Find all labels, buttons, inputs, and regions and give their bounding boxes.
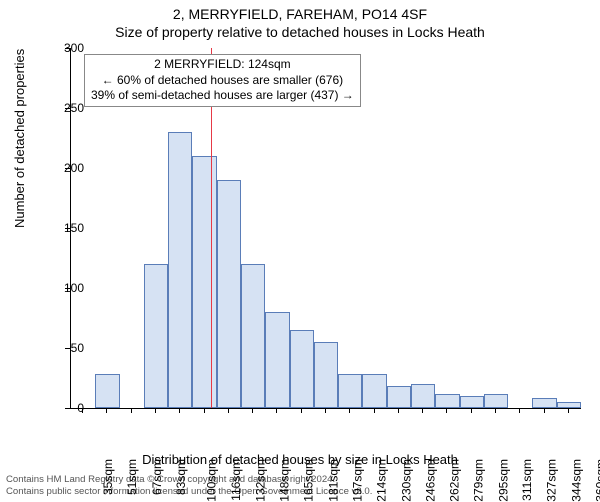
x-tick-label: 279sqm: [472, 459, 486, 502]
histogram-bar: [532, 398, 556, 408]
y-axis-label: Number of detached properties: [12, 49, 27, 228]
x-tick-label: 327sqm: [545, 459, 559, 502]
x-tick-mark: [228, 408, 229, 413]
title-address: 2, MERRYFIELD, FAREHAM, PO14 4SF: [0, 6, 600, 22]
y-tick-label: 50: [44, 341, 84, 355]
y-tick-mark: [65, 228, 70, 229]
x-tick-mark: [446, 408, 447, 413]
x-tick-label: 214sqm: [375, 459, 389, 502]
footer-line1: Contains HM Land Registry data © Crown c…: [6, 474, 372, 486]
histogram-bar: [411, 384, 435, 408]
histogram-bar: [557, 402, 581, 408]
histogram-bar: [95, 374, 119, 408]
y-tick-label: 0: [44, 401, 84, 415]
footer-line2: Contains public sector information licen…: [6, 486, 372, 498]
x-tick-mark: [374, 408, 375, 413]
x-tick-label: 116sqm: [228, 459, 242, 501]
y-tick-mark: [65, 108, 70, 109]
y-tick-label: 100: [44, 281, 84, 295]
x-tick-label: 230sqm: [399, 459, 413, 502]
y-tick-mark: [65, 168, 70, 169]
y-tick-label: 250: [44, 101, 84, 115]
x-tick-label: 344sqm: [569, 459, 583, 502]
x-tick-label: 262sqm: [448, 459, 462, 502]
histogram-bar: [314, 342, 338, 408]
histogram-bar: [338, 374, 362, 408]
x-tick-label: 246sqm: [424, 459, 438, 502]
histogram-bar: [484, 394, 508, 408]
x-tick-mark: [471, 408, 472, 413]
histogram-bar: [460, 396, 484, 408]
x-tick-mark: [106, 408, 107, 413]
annotation-line: 39% of semi-detached houses are larger (…: [91, 88, 354, 104]
x-tick-label: 51sqm: [125, 459, 139, 495]
x-tick-mark: [301, 408, 302, 413]
y-tick-label: 300: [44, 41, 84, 55]
histogram-bar: [192, 156, 216, 408]
x-tick-mark: [422, 408, 423, 413]
x-tick-mark: [82, 408, 83, 413]
x-tick-mark: [252, 408, 253, 413]
x-tick-label: 165sqm: [302, 459, 316, 502]
x-tick-label: 67sqm: [150, 459, 164, 495]
title-subtitle: Size of property relative to detached ho…: [0, 24, 600, 40]
histogram-bar: [144, 264, 168, 408]
x-tick-mark: [568, 408, 569, 413]
x-tick-label: 148sqm: [278, 459, 292, 502]
y-tick-mark: [65, 288, 70, 289]
x-tick-mark: [276, 408, 277, 413]
histogram-bar: [217, 180, 241, 408]
x-tick-label: 83sqm: [174, 459, 188, 495]
x-tick-label: 311sqm: [520, 459, 534, 501]
histogram-bar: [387, 386, 411, 408]
x-tick-mark: [398, 408, 399, 413]
histogram-bar: [265, 312, 289, 408]
histogram-bar: [290, 330, 314, 408]
annotation-line: 2 MERRYFIELD: 124sqm: [91, 57, 354, 73]
x-tick-mark: [519, 408, 520, 413]
annotation-line: ← 60% of detached houses are smaller (67…: [91, 73, 354, 89]
histogram-bar: [435, 394, 459, 408]
y-tick-label: 150: [44, 221, 84, 235]
footer-attribution: Contains HM Land Registry data © Crown c…: [6, 474, 372, 498]
x-tick-mark: [204, 408, 205, 413]
annotation-box: 2 MERRYFIELD: 124sqm← 60% of detached ho…: [84, 54, 361, 107]
y-tick-mark: [65, 348, 70, 349]
x-tick-label: 132sqm: [254, 459, 268, 502]
histogram-bar: [362, 374, 386, 408]
histogram-bar: [241, 264, 265, 408]
x-tick-mark: [131, 408, 132, 413]
x-tick-label: 100sqm: [205, 459, 219, 502]
chart-container: 2, MERRYFIELD, FAREHAM, PO14 4SF Size of…: [0, 0, 600, 500]
histogram-bar: [168, 132, 192, 408]
y-tick-mark: [65, 408, 70, 409]
x-tick-mark: [179, 408, 180, 413]
x-tick-mark: [349, 408, 350, 413]
x-tick-mark: [155, 408, 156, 413]
x-tick-mark: [495, 408, 496, 413]
x-tick-label: 35sqm: [101, 459, 115, 495]
x-tick-label: 360sqm: [594, 459, 600, 502]
x-tick-label: 197sqm: [351, 459, 365, 502]
x-tick-mark: [325, 408, 326, 413]
y-tick-mark: [65, 48, 70, 49]
y-tick-label: 200: [44, 161, 84, 175]
x-tick-mark: [544, 408, 545, 413]
x-tick-label: 181sqm: [326, 459, 340, 502]
x-tick-label: 295sqm: [496, 459, 510, 502]
